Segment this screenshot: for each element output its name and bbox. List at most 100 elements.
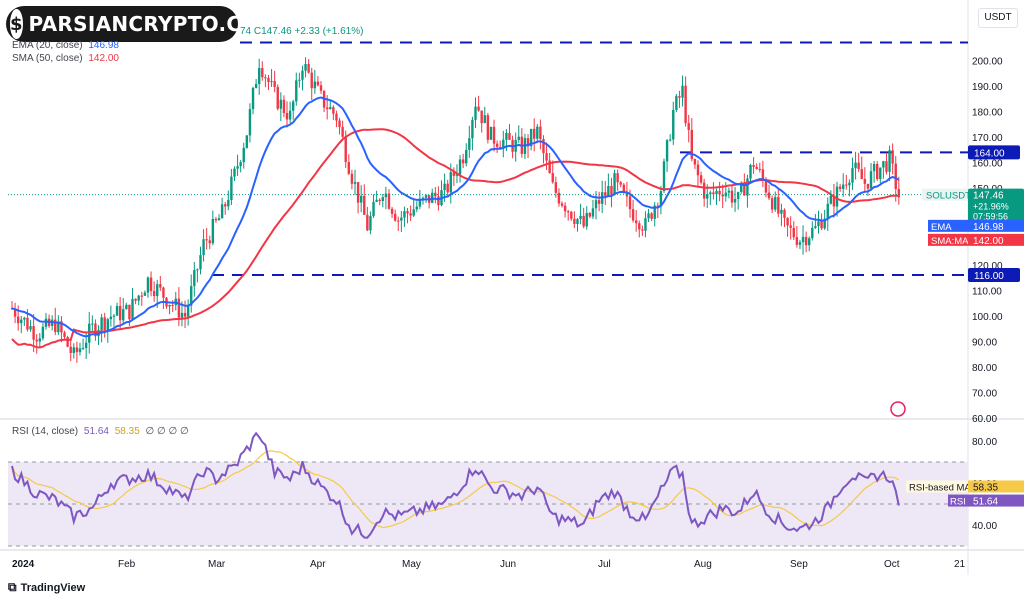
candle-body — [588, 212, 592, 217]
candle-body — [579, 215, 582, 220]
candle-body — [696, 164, 700, 176]
candle-body — [542, 139, 545, 154]
candle-body — [75, 347, 79, 353]
candle-body — [610, 185, 613, 195]
candle-body — [384, 193, 388, 198]
time-axis-label: Mar — [208, 559, 226, 570]
candle-body — [248, 109, 252, 136]
candle-body — [845, 184, 848, 186]
candle-body — [13, 308, 17, 317]
candle-body — [285, 113, 289, 120]
rsi-tick-label: 80.00 — [972, 437, 997, 448]
candle-body — [752, 165, 755, 167]
candle-body — [66, 336, 69, 347]
candle-body — [604, 192, 607, 196]
candle-body — [733, 198, 737, 203]
candle-body — [316, 81, 320, 86]
candle-body — [208, 240, 211, 244]
ema-value-tag: 146.98 — [973, 222, 1004, 233]
candle-body — [808, 238, 811, 246]
candle-body — [897, 188, 901, 198]
ema-legend[interactable]: EMA (20, close) 146.98 — [12, 40, 119, 51]
candle-body — [220, 204, 224, 219]
ema-20-line[interactable] — [11, 96, 900, 338]
candle-body — [761, 169, 765, 181]
candle-body — [183, 312, 187, 317]
candle-body — [190, 286, 193, 306]
candle-body — [325, 107, 329, 110]
candle-body — [233, 168, 236, 177]
candle-body — [474, 106, 477, 120]
watermark-logo: $ PARSIANCRYPTO.COM — [6, 6, 279, 42]
candle-body — [662, 161, 666, 192]
candle-body — [109, 316, 113, 320]
rsi-tick-label: 40.00 — [972, 521, 997, 532]
candle-body — [687, 123, 690, 130]
candle-body — [554, 182, 558, 193]
candle-body — [353, 182, 357, 184]
candle-body — [378, 199, 381, 202]
candle-body — [560, 203, 564, 206]
rsi-legend[interactable]: RSI (14, close) 51.64 58.35 ∅ ∅ ∅ ∅ — [12, 426, 189, 437]
candle-body — [270, 81, 273, 83]
candle-body — [236, 166, 239, 169]
sma-50-line[interactable] — [11, 128, 899, 349]
candle-body — [631, 209, 635, 221]
candle-body — [814, 226, 817, 228]
time-axis-label: 21 — [954, 559, 966, 570]
candle-body — [199, 255, 202, 270]
candle-body — [866, 183, 870, 189]
candle-body — [162, 287, 165, 298]
candle-body — [529, 128, 533, 147]
price-tick-label: 100.00 — [972, 312, 1003, 323]
candle-body — [375, 199, 378, 202]
candle-body — [291, 101, 295, 111]
time-axis-label: Jul — [598, 559, 611, 570]
candle-body — [304, 63, 307, 71]
candle-body — [863, 179, 867, 184]
candle-body — [702, 182, 706, 199]
candle-body — [152, 291, 156, 297]
candle-body — [276, 87, 279, 109]
rsi-tag-bg — [948, 494, 968, 507]
candle-body — [570, 211, 573, 219]
candle-body — [461, 159, 465, 164]
candle-body — [91, 323, 94, 325]
candle-body — [483, 115, 486, 124]
rsi-line[interactable] — [11, 431, 900, 539]
time-axis-label: Aug — [694, 559, 712, 570]
alert-flash-icon[interactable] — [890, 401, 906, 417]
candle-body — [730, 190, 734, 203]
candle-body — [539, 126, 542, 140]
candle-body — [647, 213, 650, 219]
candle-body — [551, 173, 554, 183]
sma-legend[interactable]: SMA (50, close) 142.00 — [12, 53, 119, 64]
quote-currency[interactable]: USDT — [978, 8, 1018, 28]
candle-body — [628, 196, 632, 210]
rsi-ma-line[interactable] — [11, 450, 900, 529]
candle-body — [310, 72, 313, 89]
sma-value-tag-bg — [968, 233, 1024, 246]
candle-body — [755, 166, 758, 169]
tradingview-footer[interactable]: ⧉ TradingView — [8, 580, 85, 595]
candle-body — [699, 175, 703, 183]
candle-body — [227, 199, 230, 207]
candle-body — [258, 68, 261, 84]
candle-body — [795, 237, 799, 245]
candle-body — [885, 161, 888, 172]
rsi-ma-value-bg — [968, 480, 1024, 493]
candle-body — [112, 315, 116, 317]
candle-body — [740, 183, 743, 193]
ema-tag-bg — [928, 219, 968, 232]
candle-body — [347, 162, 351, 174]
rsi-ma-legend-value: 58.35 — [114, 426, 140, 437]
candle-body — [860, 169, 863, 180]
candle-body — [573, 218, 576, 224]
candle-body — [492, 126, 496, 144]
candle-body — [758, 168, 761, 170]
candle-body — [23, 317, 26, 320]
candle-body — [84, 342, 88, 349]
candle-body — [264, 77, 267, 79]
price-tick-label: 200.00 — [972, 56, 1003, 67]
